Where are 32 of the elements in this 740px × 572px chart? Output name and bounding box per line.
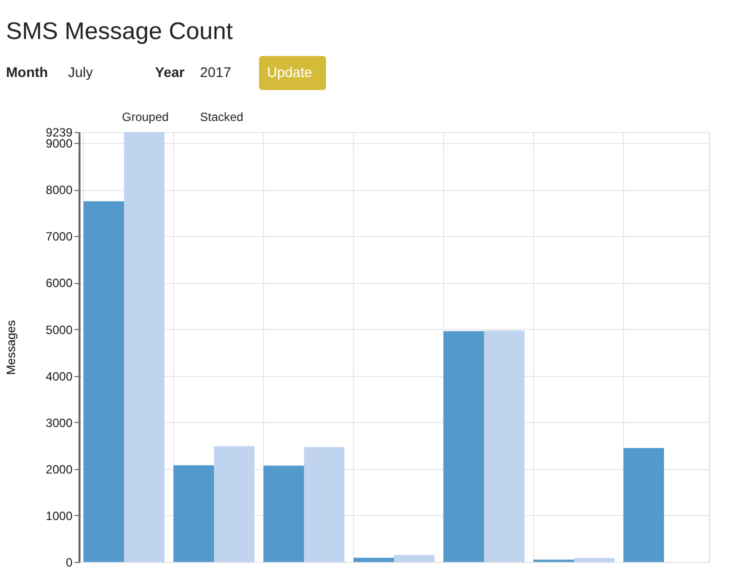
bar	[624, 448, 664, 562]
y-tick-label: 2000	[46, 462, 73, 476]
text: July	[68, 64, 93, 80]
y-tick-label: 5000	[46, 322, 73, 337]
bar	[174, 465, 214, 562]
text: Update	[267, 64, 312, 80]
y-tick-label: 9000	[46, 136, 73, 151]
y-tick-label: 4000	[46, 369, 73, 384]
bar	[574, 558, 614, 562]
text: Grouped	[122, 110, 169, 124]
bar	[484, 330, 524, 562]
y-axis-title: Messages	[4, 320, 18, 375]
bar	[84, 201, 124, 562]
bar	[264, 466, 304, 562]
bar	[354, 558, 394, 562]
y-tick-label: 7000	[46, 230, 73, 244]
text: 2017	[200, 64, 232, 80]
bar	[214, 446, 254, 562]
y-tick-label: 6000	[46, 276, 73, 290]
y-tick-label: 1000	[46, 508, 73, 523]
text: Year	[155, 64, 186, 80]
bar	[124, 132, 164, 562]
bar	[444, 331, 484, 562]
bar	[394, 555, 434, 562]
y-tick-label: 3000	[46, 416, 73, 430]
bar	[304, 447, 344, 562]
chart-title: SMS Message Count	[6, 18, 234, 45]
y-tick-label: 9239	[46, 126, 73, 140]
y-tick-label: 0	[66, 556, 73, 570]
text: Stacked	[200, 110, 244, 124]
y-tick-label: 8000	[46, 183, 73, 198]
text: Month	[6, 64, 48, 80]
